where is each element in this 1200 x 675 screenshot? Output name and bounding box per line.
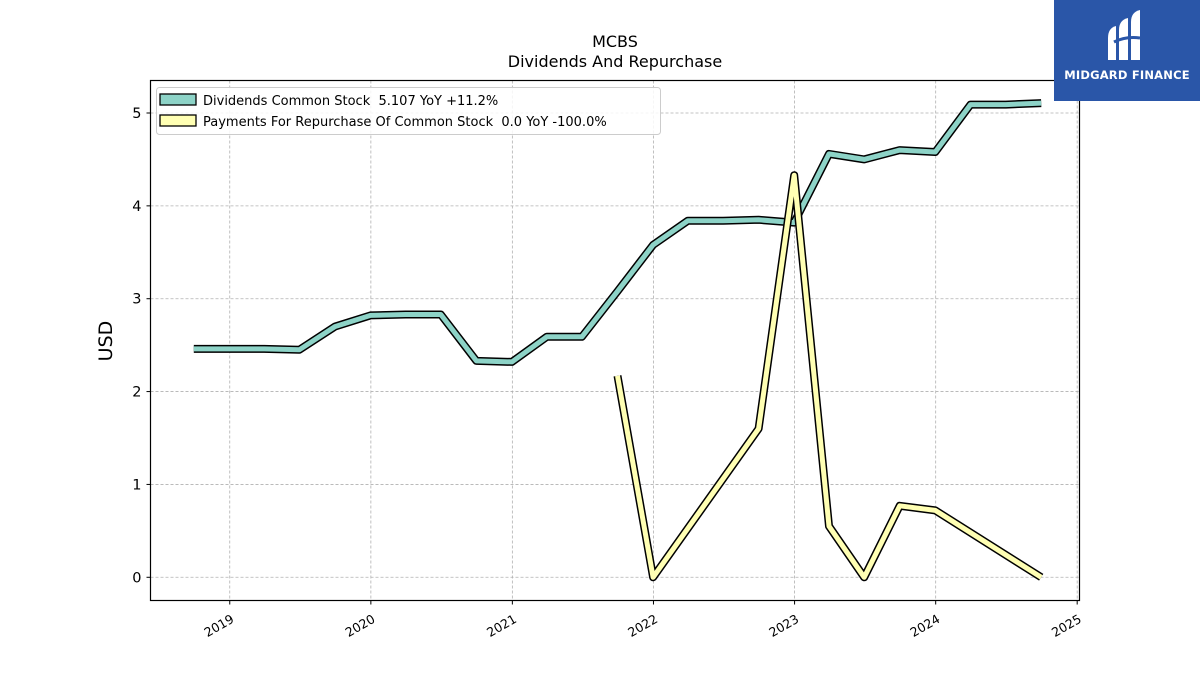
y-tick-label: 4 <box>132 199 141 215</box>
x-tick-label: 2019 <box>201 611 236 640</box>
y-tick-label: 1 <box>132 477 141 493</box>
plot-frame <box>149 79 1081 602</box>
series-line <box>615 172 1043 580</box>
legend-box <box>156 87 661 135</box>
series-repurchase <box>613 171 1044 582</box>
legend-swatch-repurchase <box>159 114 197 127</box>
x-tick-label: 2023 <box>766 611 801 640</box>
grid <box>150 80 1080 601</box>
legend-swatch-dividends <box>159 93 197 106</box>
ticks: 2019 2020 2021 2022 2023 2024 2025 0 1 2 3 4 5 <box>132 106 1084 640</box>
y-tick-label: 5 <box>132 106 141 122</box>
series-outline <box>193 99 1042 366</box>
x-tick-label: 2022 <box>625 611 660 640</box>
y-axis-label: USD <box>95 321 117 362</box>
chart-subtitle: Dividends And Repurchase <box>508 52 722 71</box>
legend-label-repurchase: Payments For Repurchase Of Common Stock … <box>203 115 607 130</box>
logo-mark-icon <box>1108 10 1141 60</box>
x-tick-label: 2021 <box>484 611 519 640</box>
y-tick-label: 2 <box>132 385 141 401</box>
legend: Dividends Common Stock 5.107 YoY +11.2% … <box>156 87 661 135</box>
midgard-finance-logo: MIDGARD FINANCE <box>1054 0 1200 101</box>
legend-label-dividends: Dividends Common Stock 5.107 YoY +11.2% <box>203 94 498 109</box>
x-tick-label: 2020 <box>343 611 378 640</box>
y-tick-label: 0 <box>132 570 141 586</box>
x-tick-label: 2025 <box>1049 611 1084 640</box>
series-layer <box>193 99 1044 582</box>
chart-title: MCBS <box>592 32 638 51</box>
series-line <box>193 100 1042 365</box>
logo-text: MIDGARD FINANCE <box>1064 68 1190 82</box>
series-dividends <box>193 99 1042 366</box>
y-tick-label: 3 <box>132 292 141 308</box>
x-tick-label: 2024 <box>907 611 942 640</box>
